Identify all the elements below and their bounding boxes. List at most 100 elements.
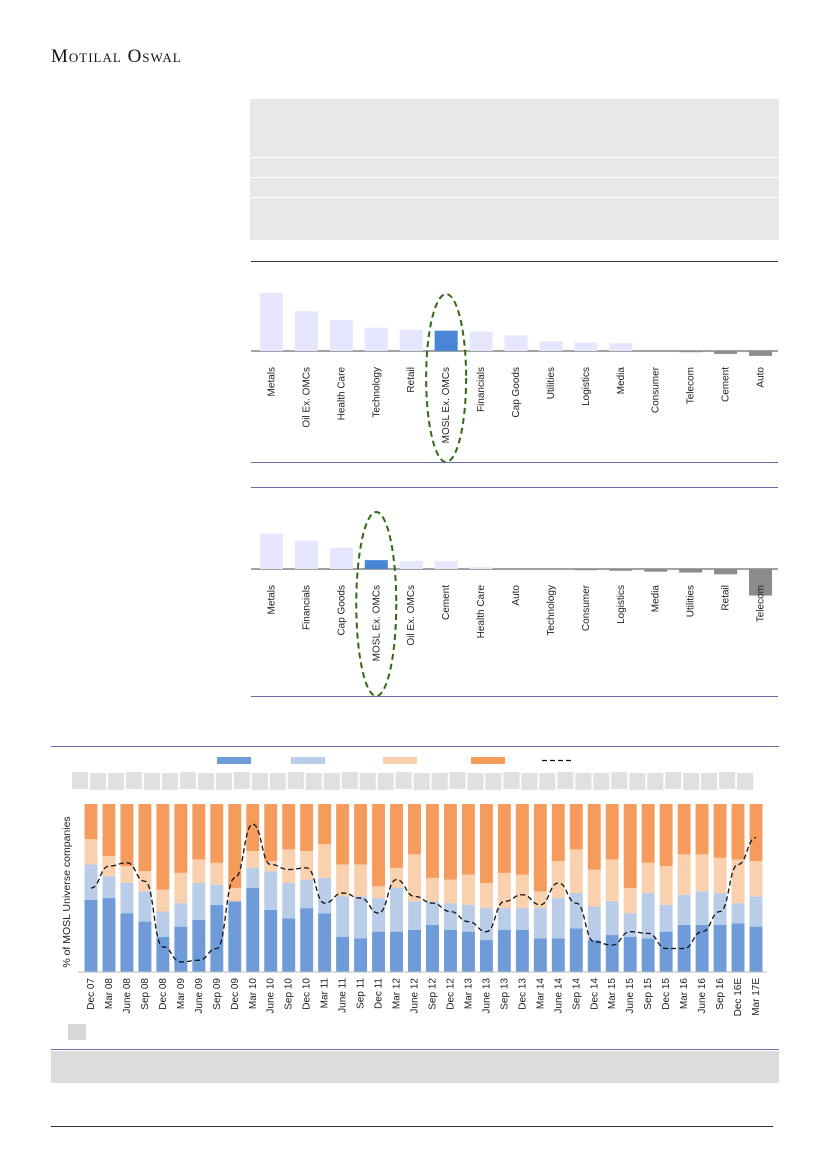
stack-1-mar-10 xyxy=(246,888,260,972)
category-label-oil-ex-omcs: Oil Ex. OMCs xyxy=(406,585,417,646)
stack-2-sep-08 xyxy=(138,891,152,922)
bar-consumer xyxy=(574,569,598,571)
stack-4-june-14 xyxy=(551,804,565,862)
category-label-logistics: Logistics xyxy=(616,585,627,624)
value-box xyxy=(449,772,466,789)
stack-3-mar-12 xyxy=(390,867,404,888)
x-label-mar-09: Mar 09 xyxy=(176,978,187,1010)
stack-1-dec-08 xyxy=(156,936,170,972)
bar-utilities xyxy=(679,569,703,573)
stack-3-mar-16 xyxy=(677,854,691,895)
x-label-mar-10: Mar 10 xyxy=(248,978,259,1010)
x-label-mar-16: Mar 16 xyxy=(679,978,690,1010)
stack-1-mar-08 xyxy=(102,898,116,972)
stack-3-sep-14 xyxy=(569,849,583,894)
stack-1-mar-15 xyxy=(605,935,619,972)
stack-4-sep-15 xyxy=(641,804,655,863)
value-box xyxy=(683,773,700,790)
value-box xyxy=(503,772,520,789)
stack-3-june-12 xyxy=(408,854,421,902)
value-box xyxy=(647,773,664,790)
stack-3-mar-08 xyxy=(102,856,116,877)
chart-sector-earnings-1: Metals Oil Ex. OMCs Health Care Technology R… xyxy=(251,261,778,463)
value-box xyxy=(72,772,89,789)
stack-4-dec-09 xyxy=(228,804,242,888)
value-box xyxy=(161,773,179,790)
category-label-utilities: Utilities xyxy=(686,585,697,617)
bar-health-care xyxy=(329,320,353,351)
category-label-cap-goods: Cap Goods xyxy=(511,367,522,418)
stack-1-june-08 xyxy=(120,913,134,972)
stack-2-june-12 xyxy=(408,901,421,930)
stack-2-june-10 xyxy=(264,871,278,910)
bar-utilities xyxy=(539,341,563,351)
value-box xyxy=(269,773,286,790)
stack-1-june-12 xyxy=(408,930,421,972)
stack-3-june-15 xyxy=(623,888,637,914)
stack-3-june-14 xyxy=(551,861,565,899)
stack-1-mar-12 xyxy=(390,931,404,972)
stack-1-dec-15 xyxy=(659,931,673,972)
stack-2-dec-11 xyxy=(372,898,386,932)
stack-1-dec-16e xyxy=(731,923,745,972)
stack-4-mar-10 xyxy=(246,804,260,852)
stack-4-sep-13 xyxy=(497,804,511,873)
stack-4-dec-12 xyxy=(443,804,457,880)
stack-3-sep-12 xyxy=(426,877,439,902)
category-label-cement: Cement xyxy=(441,585,452,620)
x-label-dec-13: Dec 13 xyxy=(517,978,528,1010)
x-label-dec-15: Dec 15 xyxy=(661,978,672,1010)
x-label-june-09: June 09 xyxy=(194,978,205,1014)
stack-2-mar-15 xyxy=(605,901,619,936)
category-label-financials: Financials xyxy=(476,367,487,412)
stack-2-dec-08 xyxy=(156,911,170,937)
value-box xyxy=(557,772,574,789)
stack-2-mar-14 xyxy=(533,908,547,939)
stack-1-dec-07 xyxy=(84,899,98,972)
stack-2-dec-13 xyxy=(515,908,529,930)
stack-4-sep-16 xyxy=(713,804,727,858)
category-label-auto: Auto xyxy=(756,367,767,388)
stack-4-dec-16e xyxy=(731,804,745,860)
stack-4-june-11 xyxy=(336,804,350,865)
stack-1-june-14 xyxy=(551,938,565,972)
x-label-june-11: June 11 xyxy=(338,978,349,1013)
value-box xyxy=(377,773,394,790)
value-box xyxy=(413,773,430,790)
x-label-mar-15: Mar 15 xyxy=(607,978,618,1010)
stack-3-mar-13 xyxy=(461,874,475,905)
stack-4-june-12 xyxy=(408,804,421,855)
stack-4-dec-08 xyxy=(156,804,170,890)
bar-cement xyxy=(714,351,738,354)
stack-4-mar-13 xyxy=(461,804,475,875)
stack-2-sep-11 xyxy=(354,896,368,939)
chart-sector-earnings-2: Metals Financials Cap Goods MOSL Ex. OMCs Oi… xyxy=(251,487,778,697)
stack-1-mar-14 xyxy=(533,938,547,972)
x-label-dec-10: Dec 10 xyxy=(302,978,313,1010)
value-box xyxy=(107,773,125,790)
stack-4-dec-10 xyxy=(300,804,314,852)
stack-2-sep-09 xyxy=(210,884,224,905)
stack-3-june-13 xyxy=(479,882,493,909)
source-note-placeholder xyxy=(51,1051,779,1083)
stack-3-dec-08 xyxy=(156,889,170,912)
stack-3-mar-09 xyxy=(174,872,188,904)
stack-2-dec-16e xyxy=(731,903,745,924)
value-box xyxy=(251,773,268,790)
stack-3-june-11 xyxy=(336,864,350,897)
stack-2-dec-12 xyxy=(443,903,457,930)
legend-swatch-1 xyxy=(217,757,251,764)
category-label-technology: Technology xyxy=(371,367,382,418)
footer-rule xyxy=(51,1126,773,1127)
chart-universe-stacked: Dec 07 Mar 08 June 08 Sep 08 Dec 08 Mar 09 Jun… xyxy=(61,757,767,1040)
stack-3-dec-07 xyxy=(84,839,98,865)
stack-4-dec-07 xyxy=(84,804,98,840)
bar-cement xyxy=(434,561,458,569)
category-label-consumer: Consumer xyxy=(581,584,592,631)
x-label-june-16: June 16 xyxy=(697,978,708,1014)
x-label-sep-08: Sep 08 xyxy=(140,978,151,1010)
value-box xyxy=(665,772,682,789)
value-box xyxy=(521,773,538,790)
stack-3-sep-15 xyxy=(641,862,655,894)
value-box xyxy=(431,773,448,790)
